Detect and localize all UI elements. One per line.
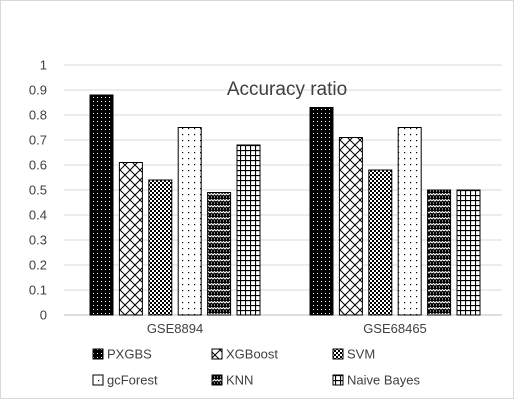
y-tick-label: 0.8 — [29, 108, 47, 123]
legend-label: XGBoost — [226, 347, 278, 362]
y-tick-label: 1 — [40, 58, 47, 73]
bar-xgboost-gse68465 — [338, 137, 363, 316]
y-tick-label: 0.9 — [29, 83, 47, 98]
legend-item-naive-bayes: Naive Bayes — [332, 373, 420, 388]
y-tick-label: 0.7 — [29, 133, 47, 148]
legend-item-svm: SVM — [332, 347, 375, 362]
bar-pxgbs-gse8894 — [89, 94, 114, 316]
legend-swatch — [332, 374, 344, 386]
y-tick-label: 0.3 — [29, 233, 47, 248]
legend-item-xgboost: XGBoost — [211, 347, 278, 362]
y-tick-label: 0 — [40, 308, 47, 323]
bar-svm-gse68465 — [368, 169, 393, 316]
legend-label: KNN — [226, 373, 253, 388]
legend-label: PXGBS — [107, 347, 152, 362]
bar-pxgbs-gse68465 — [309, 107, 334, 316]
x-axis-categories: GSE8894 GSE68465 — [147, 321, 427, 336]
legend-item-pxgbs: PXGBS — [92, 347, 152, 362]
bar-gcforest-gse68465 — [397, 127, 422, 316]
legend-swatch — [92, 348, 104, 360]
y-tick-label: 0.4 — [29, 208, 47, 223]
y-tick-label: 0.6 — [29, 158, 47, 173]
category-label: GSE68465 — [363, 321, 427, 336]
legend-label: SVM — [347, 347, 375, 362]
bar-knn-gse68465 — [427, 189, 452, 316]
bar-gcforest-gse8894 — [177, 127, 202, 316]
legend-label: Naive Bayes — [347, 373, 420, 388]
legend-swatch — [92, 374, 104, 386]
bars — [89, 94, 481, 316]
legend: PXGBS XGBoost SVM gcForest KNN Naive Bayes — [92, 347, 420, 388]
legend-item-knn: KNN — [211, 373, 253, 388]
y-tick-label: 0.1 — [29, 283, 47, 298]
bar-xgboost-gse8894 — [118, 162, 143, 316]
y-tick-label: 0.5 — [29, 183, 47, 198]
bar-naive-bayes-gse68465 — [456, 189, 481, 316]
y-axis-ticks: 0 0.1 0.2 0.3 0.4 0.5 0.6 0.7 0.8 0.9 1 — [29, 58, 47, 323]
legend-swatch — [211, 374, 223, 386]
legend-swatch — [332, 348, 344, 360]
bar-svm-gse8894 — [148, 179, 173, 316]
bar-naive-bayes-gse8894 — [236, 144, 261, 316]
y-tick-label: 0.2 — [29, 258, 47, 273]
legend-item-gcforest: gcForest — [92, 373, 158, 388]
bar-knn-gse8894 — [207, 192, 232, 316]
chart-title: Accuracy ratio — [227, 79, 347, 100]
legend-label: gcForest — [107, 373, 158, 388]
category-label: GSE8894 — [147, 321, 203, 336]
legend-swatch — [211, 348, 223, 360]
